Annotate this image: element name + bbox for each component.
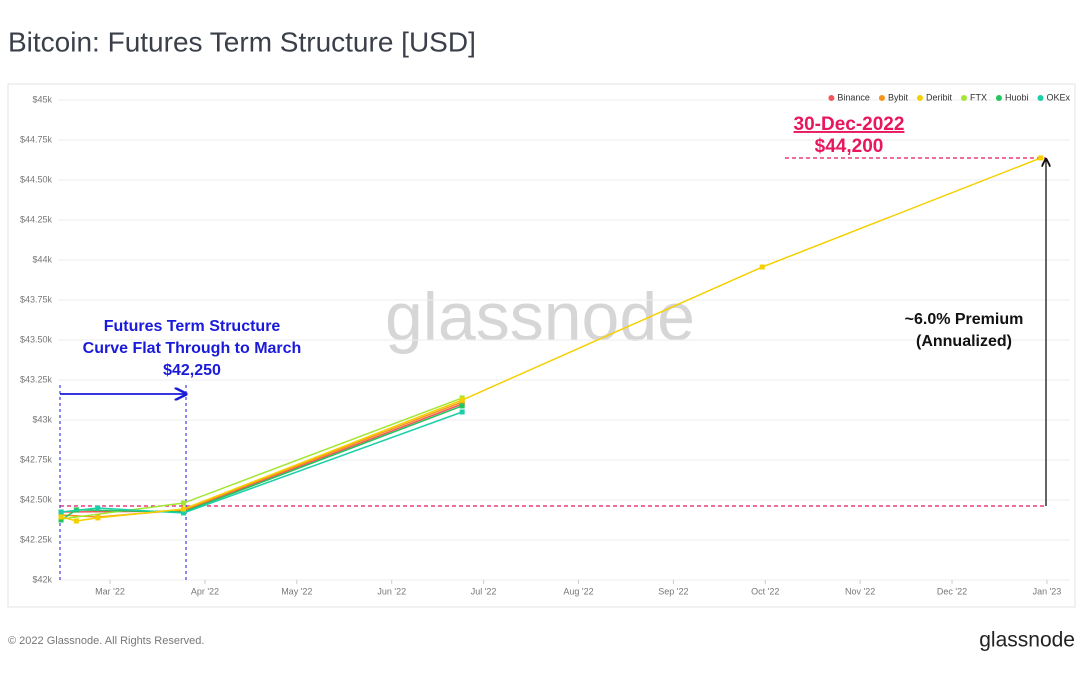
x-tick-label: Mar '22 [95,586,125,596]
legend-dot [995,95,1002,101]
y-tick-label: $44.50k [20,174,53,184]
y-tick-label: $43.75k [20,294,53,304]
legend: OKEx Huobi FTX Deribit Bybit Binance [828,92,1070,102]
legend-dot [828,95,835,101]
x-tick-label: May '22 [281,586,312,596]
legend-label: FTX [970,92,987,102]
legend-dot [1037,95,1044,101]
legend-label: Binance [837,92,870,102]
point [459,409,465,415]
point [459,397,465,403]
point [1038,155,1044,161]
legend-label: Huobi [1005,92,1029,102]
y-tick-label: $42.75k [20,454,53,464]
series [58,155,1044,524]
series-line [60,411,463,514]
legend-label: Bybit [888,92,909,102]
y-tick-label: $44k [32,254,52,264]
annotation: 30-Dec-2022 [794,114,905,135]
series-line [60,397,463,520]
annotations: Futures Term Structure Curve Flat Throug… [59,114,1046,580]
x-tick-label: Aug '22 [563,586,593,596]
x-tick-label: Dec '22 [937,586,967,596]
point [181,510,187,516]
annotation: $44,200 [815,136,884,157]
y-tick-label: $44.75k [20,134,53,144]
y-tick-label: $43k [32,414,52,424]
x-tick-label: Jun '22 [377,586,406,596]
annotation: Futures Term Structure [104,318,281,335]
point [181,500,187,506]
legend-dot [916,95,923,101]
point [759,264,765,270]
x-tick-label: Jul '22 [471,586,497,596]
point [58,514,64,520]
y-tick-label: $43.25k [20,374,53,384]
y-tick-label: $42k [32,574,52,584]
grid: $42k $42.25k $42.50k $42.75k $43k $43.25k $43.… [20,94,1070,596]
point [95,515,101,521]
watermark: glassnode [385,279,695,355]
annotation: ~6.0% Premium [905,311,1024,328]
x-tick-label: Sep '22 [658,586,688,596]
point [181,506,187,512]
x-tick-label: Oct '22 [751,586,779,596]
annotation: (Annualized) [916,333,1012,350]
point [58,517,64,523]
footer: © 2022 Glassnode. All Rights Reserved. [8,635,204,647]
y-tick-label: $42.25k [20,534,53,544]
x-tick-label: Apr '22 [191,586,219,596]
legend-label: Deribit [926,92,953,102]
legend-dot [878,95,885,101]
legend-label: OKEx [1046,92,1070,102]
x-tick-label: Jan '23 [1033,586,1062,596]
series-line [60,405,463,521]
x-tick-label: Nov '22 [845,586,875,596]
y-tick-label: $45k [32,94,52,104]
point [58,509,64,515]
point [73,518,79,524]
y-tick-label: $43.50k [20,334,53,344]
point [95,505,101,511]
chart-title: Bitcoin: Futures Term Structure [USD] [8,26,476,57]
annotation: Curve Flat Through to March [83,340,302,357]
legend-dot [960,95,967,101]
y-tick-label: $44.25k [20,214,53,224]
y-tick-label: $42.50k [20,494,53,504]
annotation: $42,250 [163,362,221,379]
plot-frame [7,83,1076,608]
point [459,403,465,409]
logo: glassnode [979,629,1075,652]
